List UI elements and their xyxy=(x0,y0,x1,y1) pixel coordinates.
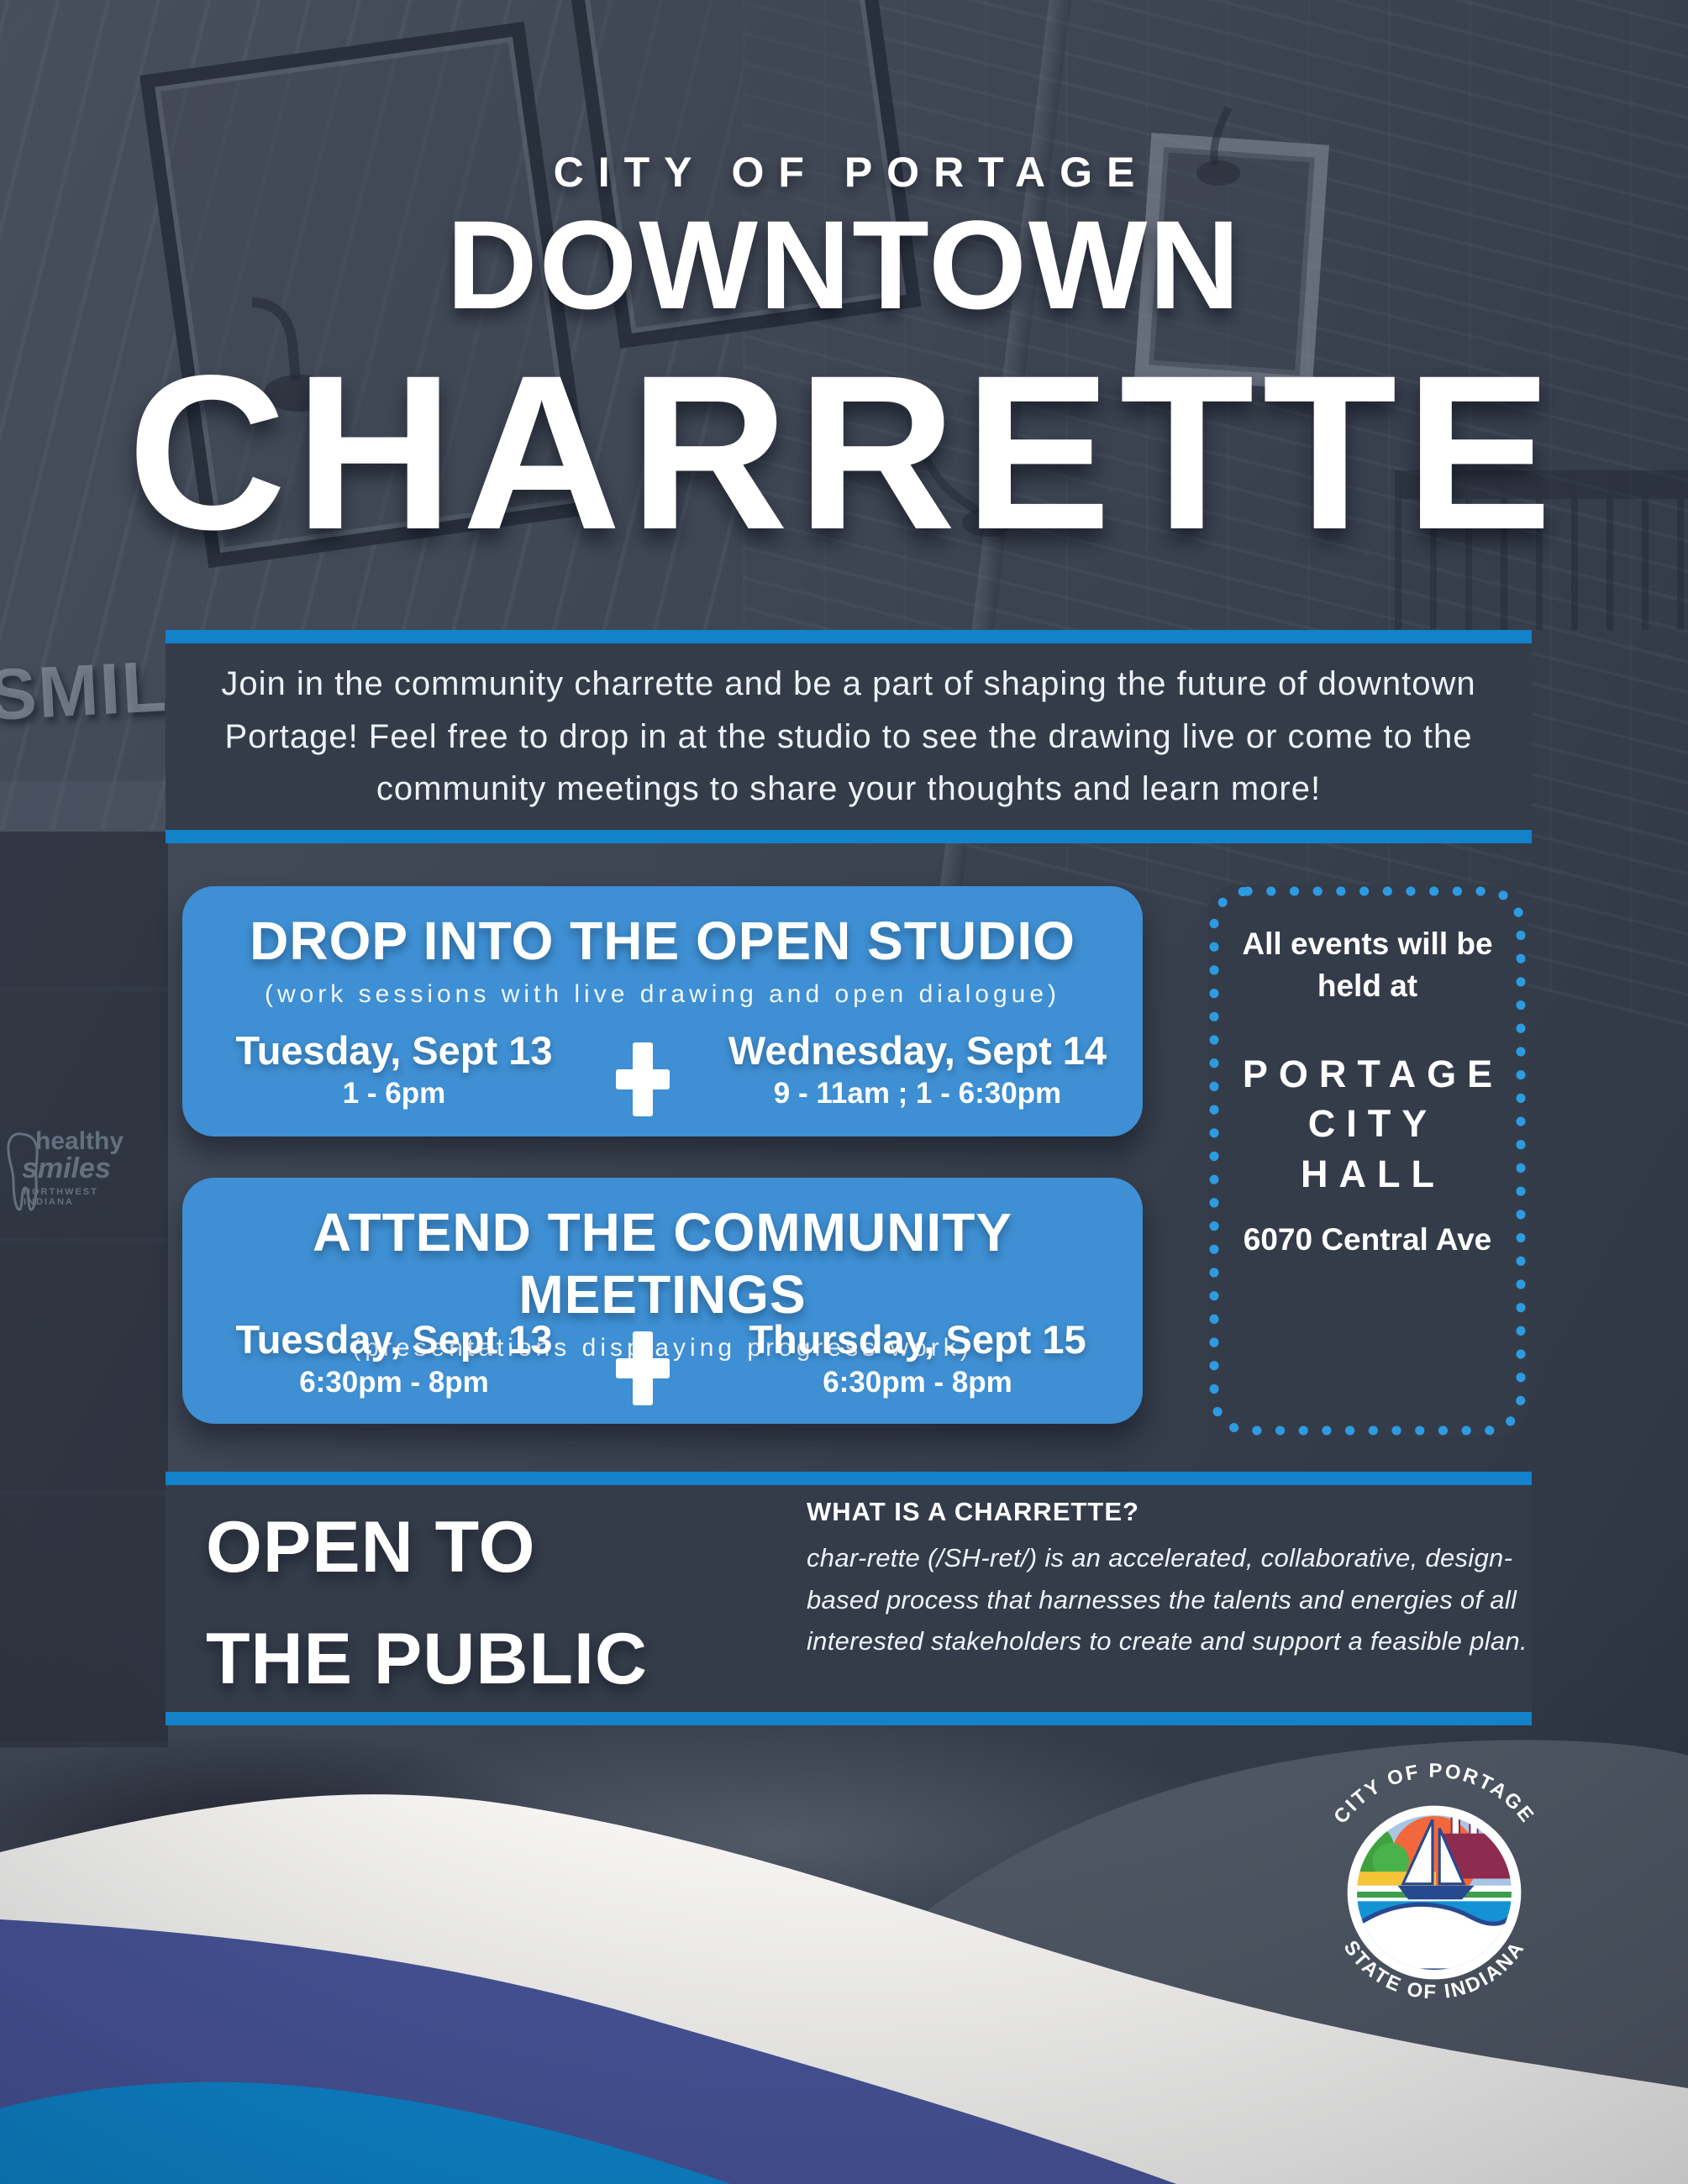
venue-name-line2: CITY xyxy=(1307,1102,1438,1146)
event-time: 6:30pm - 8pm xyxy=(823,1366,1012,1399)
open-line2: THE PUBLIC xyxy=(206,1619,648,1700)
separator-bar-top xyxy=(166,630,1532,643)
venue-intro-line2: held at xyxy=(1317,968,1418,1003)
poster-title-charrette: CHARRETTE xyxy=(127,329,1561,575)
charrette-definition: WHAT IS A CHARRETTE? char-rette (/SH-ret… xyxy=(807,1497,1546,1662)
separator-bar-bottom xyxy=(166,1712,1532,1725)
event-entry: Tuesday, Sept 13 6:30pm - 8pm xyxy=(201,1316,587,1399)
poster-kicker: CITY OF PORTAGE xyxy=(553,149,1149,196)
community-meetings-box: ATTEND THE COMMUNITY MEETINGS (presentat… xyxy=(182,1178,1143,1424)
dotted-border xyxy=(1209,886,1526,1436)
venue-intro: All events will be held at xyxy=(1207,923,1528,1007)
venue-name-line3: HALL xyxy=(1301,1152,1445,1195)
open-studio-title: DROP INTO THE OPEN STUDIO xyxy=(250,911,1075,971)
venue-name-line1: PORTAGE xyxy=(1242,1053,1504,1095)
definition-title: WHAT IS A CHARRETTE? xyxy=(807,1497,1139,1526)
event-time: 9 - 11am ; 1 - 6:30pm xyxy=(773,1077,1062,1110)
community-meetings-subtitle: (presentations displaying progress work) xyxy=(352,1334,973,1362)
open-studio-box: DROP INTO THE OPEN STUDIO (work sessions… xyxy=(182,886,1143,1137)
open-to-public-heading: OPEN TO THE PUBLIC xyxy=(206,1492,648,1716)
open-studio-subtitle: (work sessions with live drawing and ope… xyxy=(264,980,1061,1008)
separator-bar xyxy=(166,830,1532,843)
event-entry: Tuesday, Sept 13 1 - 6pm xyxy=(201,1027,587,1110)
event-day: Tuesday, Sept 13 xyxy=(235,1028,553,1073)
venue-intro-line1: All events will be xyxy=(1242,927,1493,961)
poster-title-downtown: DOWNTOWN xyxy=(446,194,1242,335)
event-day: Wednesday, Sept 14 xyxy=(728,1028,1107,1073)
intro-panel: Join in the community charrette and be a… xyxy=(166,643,1532,830)
venue-name: PORTAGE CITY HALL xyxy=(1207,1049,1528,1199)
wave-blue xyxy=(0,2082,731,2184)
open-line1: OPEN TO xyxy=(206,1507,536,1588)
intro-paragraph: Join in the community charrette and be a… xyxy=(221,665,1476,808)
plus-icon xyxy=(616,1331,670,1405)
event-day: Tuesday, Sept 13 xyxy=(235,1317,553,1362)
venue-address: 6070 Central Ave xyxy=(1243,1222,1492,1257)
event-entry: Thursday, Sept 15 6:30pm - 8pm xyxy=(724,1316,1111,1399)
event-time: 6:30pm - 8pm xyxy=(299,1366,489,1399)
event-time: 1 - 6pm xyxy=(342,1077,446,1110)
definition-body: char-rette (/SH-ret/) is an accelerated,… xyxy=(807,1543,1528,1656)
city-of-portage-logo: CITY OF PORTAGE STATE OF INDIANA xyxy=(1329,1762,1537,2004)
footer-panel: OPEN TO THE PUBLIC WHAT IS A CHARRETTE? … xyxy=(166,1485,1532,1712)
community-meetings-title: ATTEND THE COMMUNITY MEETINGS xyxy=(313,1202,1012,1325)
seal-scene xyxy=(1357,1815,1512,1970)
plus-icon xyxy=(616,1042,670,1116)
event-entry: Wednesday, Sept 14 9 - 11am ; 1 - 6:30pm xyxy=(724,1027,1111,1110)
separator-bar xyxy=(166,1472,1532,1485)
venue-box: All events will be held at PORTAGE CITY … xyxy=(1207,885,1528,1437)
event-day: Thursday, Sept 15 xyxy=(749,1317,1086,1362)
